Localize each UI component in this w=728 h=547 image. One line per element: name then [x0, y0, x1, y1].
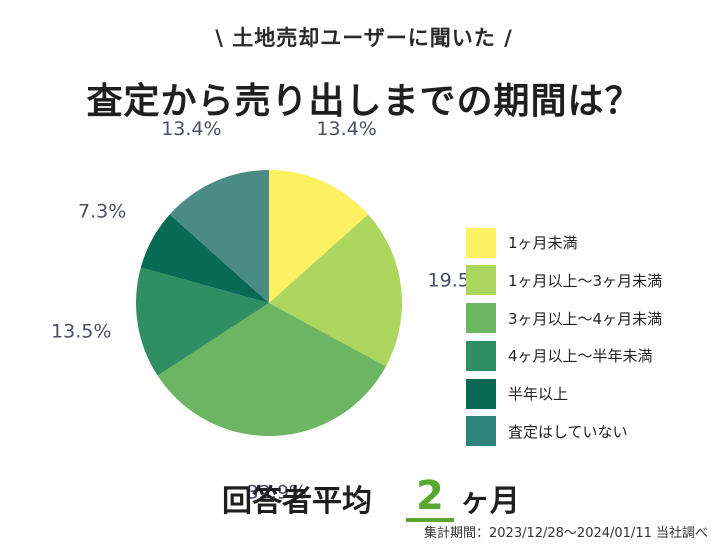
- legend-item: 1ヶ月未満: [466, 227, 716, 258]
- slice-value-label: 13.5%: [51, 321, 111, 343]
- average-summary: 回答者平均 2 ヶ月: [222, 472, 520, 522]
- legend-label: 4ヶ月以上〜半年未満: [508, 347, 653, 366]
- legend-label: 半年以上: [508, 385, 569, 404]
- legend-swatch: [466, 378, 496, 409]
- average-label: 回答者平均: [222, 484, 372, 519]
- slice-value-label: 7.3%: [78, 201, 126, 223]
- legend-item: 査定はしていない: [466, 416, 716, 447]
- legend-item: 半年以上: [466, 378, 716, 409]
- slice-value-label: 32.9%: [247, 481, 307, 503]
- legend-item: 4ヶ月以上〜半年未満: [466, 340, 716, 371]
- pie-slice: [157, 303, 386, 436]
- legend-swatch: [466, 340, 496, 371]
- slice-value-label: 13.4%: [161, 118, 221, 140]
- pie-slice: [135, 267, 269, 376]
- page-title: 査定から売り出しまでの期間は？: [86, 81, 642, 122]
- legend-label: 3ヶ月以上〜4ヶ月未満: [508, 309, 663, 328]
- average-value: 2: [406, 474, 454, 522]
- legend-label: 1ヶ月以上〜3ヶ月未満: [508, 271, 663, 290]
- legend-item: 1ヶ月以上〜3ヶ月未満: [466, 265, 716, 296]
- survey-period-note: 集計期間：2023/12/28〜2024/01/11 当社調べ: [424, 526, 708, 541]
- legend-item: 3ヶ月以上〜4ヶ月未満: [466, 303, 716, 334]
- legend-label: 1ヶ月未満: [508, 234, 578, 252]
- legend-swatch: [466, 227, 496, 258]
- legend-swatch: [466, 303, 496, 334]
- pie-slice: [269, 214, 403, 367]
- pie-slice: [169, 170, 269, 303]
- legend-label: 査定はしていない: [508, 422, 628, 441]
- average-unit: ヶ月: [459, 484, 520, 519]
- slice-value-label: 13.4%: [316, 118, 376, 140]
- chart-legend: 1ヶ月未満 1ヶ月以上〜3ヶ月未満 3ヶ月以上〜4ヶ月未満 4ヶ月以上〜半年未満…: [466, 227, 716, 454]
- legend-swatch: [466, 265, 496, 296]
- pie-slice: [269, 170, 369, 303]
- header-subtitle: \ 土地売却ユーザーに聞いた /: [215, 26, 513, 50]
- legend-swatch: [466, 416, 496, 447]
- pie-slice: [140, 214, 269, 303]
